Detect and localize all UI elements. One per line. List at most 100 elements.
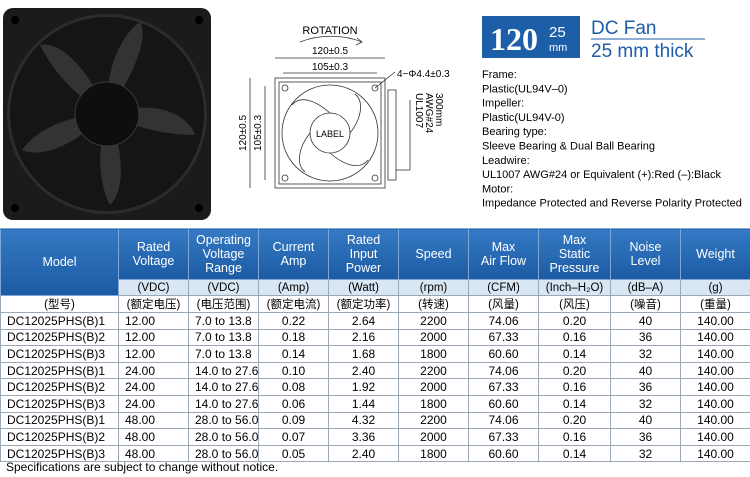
value-cell: 2.40 [328,444,399,463]
value-cell: 14.0 to 27.6 [188,378,259,396]
value-cell: 140.00 [680,378,750,396]
value-cell: 2200 [398,361,469,380]
spec-line: Bearing type: [482,126,547,138]
value-cell: 24.00 [118,394,189,413]
value-cell: 140.00 [680,345,750,363]
value-cell: 0.16 [538,378,611,396]
value-cell: 60.60 [468,345,539,363]
value-cell: 28.0 to 56.0 [188,428,259,446]
value-cell: 40 [610,411,681,430]
label-text: LABEL [316,129,344,139]
spec-line: Leadwire: [482,155,530,167]
value-cell: 4.32 [328,411,399,430]
unit-cn-cell: (额定电压) [118,295,189,313]
lead-line: UL1007 [413,93,424,128]
header-line: Max [491,240,516,254]
unit-cell: (dB–A) [610,279,681,296]
value-cell: 2000 [398,378,469,396]
value-cell: 36 [610,378,681,396]
value-cell: 0.18 [258,328,329,347]
model-cell: DC12025PHS(B)1 [0,312,119,330]
value-cell: 7.0 to 13.8 [188,345,259,363]
header-line: Voltage [202,247,245,261]
spec-line: Plastic(UL94V-0) [482,112,565,124]
value-cell: 14.0 to 27.6 [188,361,259,380]
row: DC12025PHS(B)2 48.00 28.0 to 56.0 0.07 3.36 2… [0,428,750,446]
spec-line: Impeller: [482,98,524,110]
value-cell: 0.14 [538,444,611,463]
value-cell: 140.00 [680,444,750,463]
dimension: 120±0.5 [312,46,349,57]
spec-line: Motor: [482,183,513,195]
value-cell: 1.44 [328,394,399,413]
header-area: ROTATION 120±0.5 105±0.3 4−Φ4.4±0.3 LABE… [3,8,742,220]
value-cell: 7.0 to 13.8 [188,312,259,330]
value-cell: 60.60 [468,394,539,413]
header-line: Amp [280,254,307,268]
header-line: Max [562,233,587,247]
model-cell: DC12025PHS(B)1 [0,411,119,430]
model-cell: DC12025PHS(B)1 [0,361,119,380]
unit-cell: (VDC) [188,279,259,296]
unit-cell: (Amp) [258,279,329,296]
value-cell: 36 [610,328,681,347]
value-cell: 2.16 [328,328,399,347]
value-cell: 0.14 [538,345,611,363]
lead-text: UL1007 AWG#24 300mm [413,93,444,134]
row: DC12025PHS(B)3 12.00 7.0 to 13.8 0.14 1.68 18… [0,345,750,363]
value-cell: 67.33 [468,328,539,347]
value-cell: 1800 [398,444,469,463]
value-cell: 1800 [398,345,469,363]
header-cell: Max Air Flow [468,228,539,280]
header-line: Range [205,261,242,275]
value-cell: 0.08 [258,378,329,396]
value-cell: 2200 [398,411,469,430]
row: DC12025PHS(B)1 12.00 7.0 to 13.8 0.22 2.64 22… [0,312,750,330]
value-cell: 140.00 [680,394,750,413]
value-cell: 1800 [398,394,469,413]
header-cell: Operating Voltage Range [188,228,259,280]
header-line: Noise [629,240,662,254]
row: DC12025PHS(B)2 24.00 14.0 to 27.6 0.08 1.92 2… [0,378,750,396]
value-cell: 3.36 [328,428,399,446]
spec-line: Frame: [482,69,517,81]
value-cell: 0.14 [258,345,329,363]
unit-cell: (rpm) [398,279,469,296]
value-cell: 28.0 to 56.0 [188,411,259,430]
header-line: Operating [196,233,251,247]
spec-line: Plastic(UL94V–0) [482,83,568,95]
value-cell: 60.60 [468,444,539,463]
value-cell: 12.00 [118,328,189,347]
value-cell: 140.00 [680,361,750,380]
value-cell: 12.00 [118,345,189,363]
value-cell: 74.06 [468,361,539,380]
dimension: 120±0.5 [238,115,249,152]
row: DC12025PHS(B)1 48.00 28.0 to 56.0 0.09 4.32 2… [0,411,750,430]
header-line: Voltage [132,254,175,268]
value-cell: 48.00 [118,444,189,463]
value-cell: 48.00 [118,428,189,446]
fan-photo [3,8,211,220]
header-line: Speed [415,247,452,261]
value-cell: 0.14 [538,394,611,413]
lead-line: AWG#24 [423,93,434,134]
header-line: Rated [346,233,381,247]
size-sub: mm [549,42,567,54]
row: DC12025PHS(B)2 12.00 7.0 to 13.8 0.18 2.16 20… [0,328,750,347]
unit-cell: (g) [680,279,750,296]
value-cell: 0.20 [538,361,611,380]
spec-line: Sleeve Bearing & Dual Ball Bearing [482,141,655,153]
model-cell: DC12025PHS(B)3 [0,444,119,463]
value-cell: 0.10 [258,361,329,380]
value-cell: 36 [610,428,681,446]
spec-table: Model Rated Voltage Operating Voltage Range Cu… [0,228,750,463]
value-cell: 74.06 [468,411,539,430]
value-cell: 1.68 [328,345,399,363]
header-line: Pressure [549,261,600,275]
value-cell: 32 [610,394,681,413]
row: DC12025PHS(B)3 48.00 28.0 to 56.0 0.05 2.40 1… [0,444,750,463]
header-cell: Speed [398,228,469,280]
value-cell: 2000 [398,428,469,446]
header-cell: Rated Voltage [118,228,189,280]
row: DC12025PHS(B)3 24.00 14.0 to 27.6 0.06 1.44 1… [0,394,750,413]
